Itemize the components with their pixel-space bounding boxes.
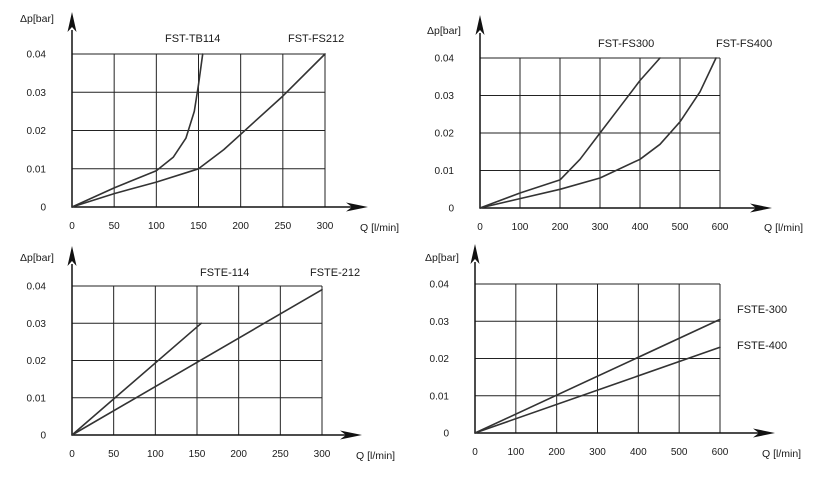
chart-panel-1: 0 50 100 150 200 250 300 0 0.01 0.02 0.03 0.04 Δp[ba… xyxy=(20,12,399,234)
series-line-fste-114 xyxy=(71,322,202,436)
y-tick-label: 0 xyxy=(40,431,46,442)
y-tick-label: 0.02 xyxy=(27,356,47,367)
y-tick-label: 0.03 xyxy=(435,91,455,102)
y-tick-label: 0.01 xyxy=(430,391,450,402)
y-tick-label: 0.01 xyxy=(27,164,47,175)
series-line-fste-300 xyxy=(474,318,721,434)
series-line-fst-fs300 xyxy=(479,57,661,209)
series-label: FST-FS212 xyxy=(288,33,344,45)
x-tick-label: 400 xyxy=(630,447,647,458)
x-axis-label: Q [l/min] xyxy=(762,448,801,460)
series-label: FSTE-114 xyxy=(200,267,249,279)
x-tick-label: 600 xyxy=(712,222,729,233)
y-tick-label: 0.04 xyxy=(435,54,455,65)
series-label: FST-FS400 xyxy=(716,38,772,50)
x-tick-label: 0 xyxy=(477,222,483,233)
y-tick-label: 0.03 xyxy=(430,317,450,328)
y-tick-label: 0 xyxy=(443,429,449,440)
series-line-fste-400 xyxy=(474,346,721,434)
chart-panel-2: 0 100 200 300 400 500 600 0 0.01 0.02 0.03 0.04 Δp[b… xyxy=(427,15,803,234)
y-tick-label: 0.02 xyxy=(435,129,455,140)
y-axis-label: Δp[bar] xyxy=(425,252,459,264)
y-tick-label: 0 xyxy=(448,204,454,215)
x-tick-label: 300 xyxy=(592,222,609,233)
series-label: FST-TB114 xyxy=(165,33,220,45)
x-tick-label: 250 xyxy=(272,449,289,460)
y-tick-label: 0.02 xyxy=(430,354,450,365)
x-tick-label: 50 xyxy=(108,449,120,460)
x-tick-label: 250 xyxy=(274,221,291,232)
x-axis-label: Q [l/min] xyxy=(764,222,803,234)
x-tick-label: 500 xyxy=(672,222,689,233)
y-tick-label: 0.04 xyxy=(27,50,47,61)
series-line-fst-fs212 xyxy=(71,53,326,208)
series-label: FSTE-212 xyxy=(310,267,360,279)
x-tick-label: 100 xyxy=(147,449,164,460)
series-label: FSTE-400 xyxy=(737,340,787,352)
x-tick-label: 200 xyxy=(232,221,249,232)
y-axis-arrow-icon xyxy=(470,244,480,264)
series-line-fst-tb114 xyxy=(71,53,204,208)
x-tick-label: 0 xyxy=(69,221,75,232)
series-label: FSTE-300 xyxy=(737,304,787,316)
y-axis-label: Δp[bar] xyxy=(20,252,54,264)
x-tick-label: 200 xyxy=(548,447,565,458)
x-tick-label: 200 xyxy=(230,449,247,460)
x-tick-label: 100 xyxy=(512,222,529,233)
y-tick-label: 0.01 xyxy=(435,166,455,177)
x-axis-arrow-icon xyxy=(346,202,368,212)
x-tick-label: 100 xyxy=(148,221,165,232)
x-tick-label: 0 xyxy=(69,449,75,460)
y-tick-label: 0 xyxy=(40,203,46,214)
x-axis-label: Q [l/min] xyxy=(356,450,395,462)
x-tick-label: 400 xyxy=(632,222,649,233)
y-tick-label: 0.01 xyxy=(27,393,47,404)
y-axis-arrow-icon xyxy=(475,15,485,35)
y-tick-label: 0.03 xyxy=(27,319,47,330)
series-label: FST-FS300 xyxy=(598,38,654,50)
x-tick-label: 150 xyxy=(190,221,207,232)
x-tick-label: 50 xyxy=(109,221,121,232)
x-tick-label: 300 xyxy=(317,221,334,232)
x-tick-label: 150 xyxy=(189,449,206,460)
y-axis-arrow-icon xyxy=(67,246,77,266)
x-tick-label: 200 xyxy=(552,222,569,233)
x-axis-arrow-icon xyxy=(340,430,362,440)
y-tick-label: 0.04 xyxy=(27,282,47,293)
x-axis-label: Q [l/min] xyxy=(360,222,399,234)
x-tick-label: 300 xyxy=(589,447,606,458)
chart-panel-3: 0 50 100 150 200 250 300 0 0.01 0.02 0.03 0.04 Δp[ba… xyxy=(20,246,395,462)
series-line-fst-fs400 xyxy=(479,57,717,209)
y-tick-label: 0.03 xyxy=(27,88,47,99)
x-tick-label: 600 xyxy=(712,447,729,458)
x-tick-label: 0 xyxy=(472,447,478,458)
y-axis-label: Δp[bar] xyxy=(427,25,461,37)
chart-panel-4: 0 100 200 300 400 500 600 0 0.01 0.02 0.03 0.04 Δp[b… xyxy=(425,244,801,460)
x-tick-label: 100 xyxy=(507,447,524,458)
x-tick-label: 300 xyxy=(314,449,331,460)
y-tick-label: 0.02 xyxy=(27,126,47,137)
y-axis-label: Δp[bar] xyxy=(20,13,54,25)
y-axis-arrow-icon xyxy=(67,12,77,32)
x-tick-label: 500 xyxy=(671,447,688,458)
y-tick-label: 0.04 xyxy=(430,280,450,291)
x-axis-arrow-icon xyxy=(750,203,772,213)
series-line-fste-212 xyxy=(71,288,323,436)
x-axis-arrow-icon xyxy=(753,428,775,438)
